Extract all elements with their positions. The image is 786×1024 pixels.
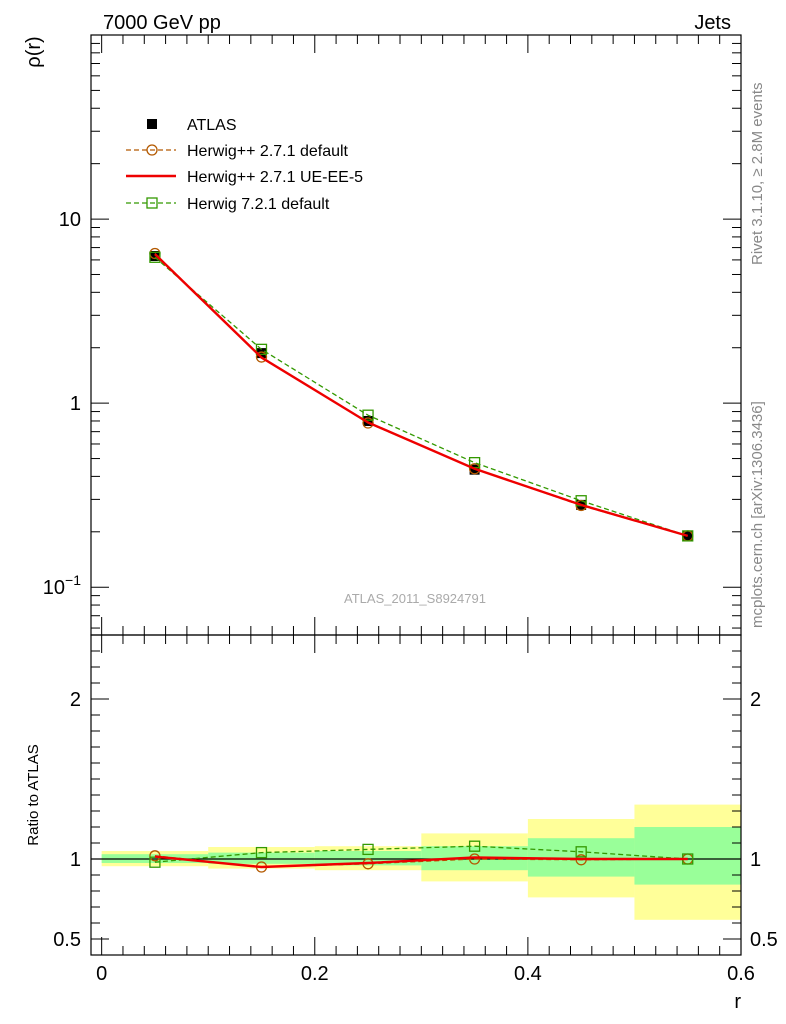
ratio-point-herwig7 [362, 843, 374, 856]
ratio-point-herwigpp_default [468, 853, 481, 865]
header-left-label: 7000 GeV pp [103, 12, 221, 34]
x-tick-label: 0.4 [514, 963, 542, 985]
legend-marker-herwig7 [146, 197, 158, 209]
main-y-axis: 10 1 10−1 [43, 34, 741, 629]
ratio-uncertainty-bands [101, 804, 741, 920]
legend: ATLAS Herwig++ 2.7.1 default Herwig++ 2.7.… [126, 117, 363, 213]
main-line-herwig7 [154, 256, 688, 537]
main-point-herwig7 [149, 251, 161, 263]
x-tick-label: 0.6 [727, 963, 755, 985]
main-y-tick-label: 1 [70, 393, 81, 415]
header-right-label: Jets [694, 12, 731, 34]
source-label: mcplots.cern.ch [arXiv:1306.3436] [749, 401, 766, 628]
x-axis: 0 0.2 0.4 0.6 [96, 35, 755, 985]
legend-label-herwigpp_ue: Herwig++ 2.7.1 UE-EE-5 [187, 169, 363, 186]
ratio-line-herwig7 [154, 845, 688, 863]
ratio-point-herwig7 [468, 840, 481, 852]
main-point-herwigpp_default [255, 351, 268, 363]
main-y-tick-label: 10−1 [43, 572, 81, 599]
ratio-point-herwigpp_default [149, 850, 161, 862]
main-line-herwigpp_ue [154, 253, 689, 538]
ratio-band-inner [634, 827, 741, 885]
legend-marker-herwigpp_default [146, 144, 158, 156]
ratio-y-tick-label: 0.5 [53, 929, 81, 951]
main-y-tick-label: 10 [59, 209, 81, 231]
ratio-ylabel: Ratio to ATLAS [25, 744, 42, 845]
x-tick-label: 0 [96, 963, 107, 985]
analysis-watermark: ATLAS_2011_S8924791 [344, 591, 486, 606]
ratio-point-herwig7 [255, 846, 268, 859]
ratio-y-axis: 2 2 1 1 0.5 0.5 [53, 650, 778, 951]
legend-marker-data [147, 119, 157, 129]
main-point-herwigpp_default [468, 463, 481, 475]
main-ylabel: ρ(r) [23, 36, 45, 67]
main-point-data [256, 348, 267, 359]
main-line-herwigpp_default [154, 253, 688, 537]
ratio-point-herwig7 [575, 846, 587, 858]
ratio-y-tick-label-right: 1 [750, 849, 761, 871]
ratio-y-tick-label: 1 [70, 849, 81, 871]
main-point-data [363, 415, 374, 426]
rivet-version-label: Rivet 3.1.10, ≥ 2.8M events [749, 83, 766, 266]
main-point-herwig7 [362, 409, 374, 421]
main-point-herwig7 [682, 530, 694, 542]
x-tick-label: 0.2 [301, 963, 329, 985]
main-series-layer [149, 247, 694, 542]
ratio-xlabel: r [734, 991, 741, 1013]
main-point-herwigpp_default [362, 417, 374, 429]
legend-label-herwigpp_default: Herwig++ 2.7.1 default [187, 143, 349, 160]
ratio-series-layer [149, 840, 694, 873]
legend-label-herwig7: Herwig 7.2.1 default [187, 196, 330, 213]
main-point-herwig7 [255, 343, 268, 355]
ratio-y-tick-label-right: 2 [750, 689, 761, 711]
legend-label-data: ATLAS [187, 117, 237, 134]
main-point-data [149, 251, 160, 262]
ratio-y-tick-label-right: 0.5 [750, 929, 778, 951]
ratio-line-herwigpp_ue [154, 855, 688, 869]
ratio-y-tick-label: 2 [70, 689, 81, 711]
